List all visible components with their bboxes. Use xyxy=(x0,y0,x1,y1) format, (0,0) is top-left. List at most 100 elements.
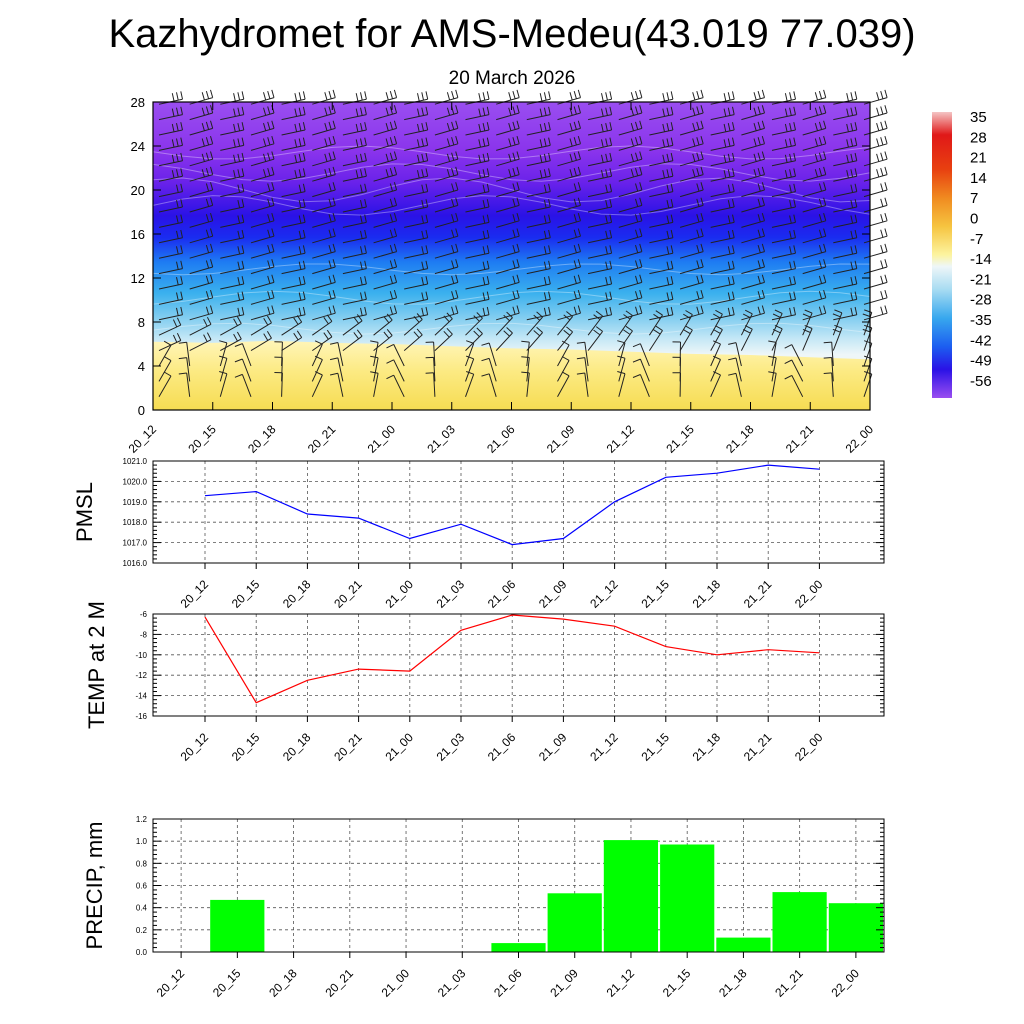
wind-barb xyxy=(220,276,245,290)
y-tick-label: 20 xyxy=(131,183,145,198)
wind-barb xyxy=(373,328,393,351)
isoline xyxy=(152,163,871,182)
wind-barb xyxy=(617,340,626,367)
x-tick-label: 21_18 xyxy=(723,422,757,456)
wind-barb xyxy=(771,106,796,121)
wind-barb xyxy=(281,260,306,275)
wind-barb xyxy=(465,106,490,121)
wind-barb xyxy=(823,341,834,367)
wind-barb xyxy=(434,305,459,321)
wind-barb xyxy=(771,137,796,151)
wind-barb xyxy=(434,89,459,105)
wind-barb xyxy=(771,260,796,275)
wind-barb xyxy=(158,356,172,382)
colorbar-label: -35 xyxy=(970,312,992,329)
wind-barb xyxy=(679,259,704,275)
x-tick-label: 20_21 xyxy=(331,577,365,611)
y-axis-label: TEMP at 2 M xyxy=(84,601,109,729)
wind-barb xyxy=(679,105,704,121)
wind-barb xyxy=(158,306,183,321)
wind-barb xyxy=(250,120,275,136)
wind-barb xyxy=(373,197,398,213)
wind-barb xyxy=(679,120,704,136)
wind-barb xyxy=(465,199,490,213)
wind-barb xyxy=(281,183,306,198)
wind-barb xyxy=(234,373,252,397)
y-tick-label: 12 xyxy=(131,271,145,286)
wind-barb xyxy=(557,89,581,105)
wind-barb xyxy=(404,214,429,228)
x-tick-label: 21_09 xyxy=(547,966,581,1000)
wind-barb xyxy=(250,197,275,213)
wind-barb xyxy=(802,166,827,182)
wind-barb xyxy=(833,137,858,151)
wind-barb xyxy=(649,306,674,321)
wind-barb xyxy=(679,305,704,321)
wind-barb xyxy=(189,259,214,275)
wind-barb xyxy=(220,229,245,244)
wind-barb xyxy=(587,214,613,228)
wind-barb xyxy=(220,183,245,198)
wind-barb xyxy=(189,197,214,213)
wind-barb xyxy=(863,105,888,121)
wind-barb xyxy=(434,166,459,182)
plot-frame xyxy=(152,460,885,564)
wind-barb xyxy=(312,259,336,275)
wind-barb xyxy=(342,260,367,275)
wind-barb xyxy=(771,306,796,321)
y-tick-label: 0.6 xyxy=(136,882,148,891)
x-tick-label: 21_06 xyxy=(485,577,519,611)
wind-barb xyxy=(158,214,183,228)
wind-barb xyxy=(710,276,735,290)
wind-barb xyxy=(741,212,765,228)
wind-barb xyxy=(496,120,520,136)
y-tick-label: 1020.0 xyxy=(123,477,148,486)
y-tick-label: -6 xyxy=(140,610,148,619)
wind-barb xyxy=(632,343,650,367)
wind-barb xyxy=(823,357,834,382)
warm-layer xyxy=(153,340,870,410)
wind-barb xyxy=(158,317,182,336)
y-tick-label: 28 xyxy=(131,95,145,110)
wind-barb xyxy=(481,357,497,382)
wind-barb xyxy=(342,306,367,321)
wind-barb xyxy=(771,229,796,244)
wind-barb xyxy=(250,182,275,198)
wind-barb xyxy=(425,372,436,397)
wind-barb xyxy=(771,183,796,198)
wind-barb xyxy=(220,245,245,259)
wind-barb xyxy=(557,120,581,136)
wind-barb xyxy=(373,228,398,244)
wind-barb xyxy=(220,316,242,336)
x-tick-label: 21_03 xyxy=(434,730,468,764)
wind-barb xyxy=(557,371,570,398)
x-tick-label: 21_03 xyxy=(424,422,458,456)
wind-barb xyxy=(741,89,765,105)
wind-barb xyxy=(189,166,214,182)
x-tick-label: 21_00 xyxy=(382,577,416,611)
wind-barb xyxy=(342,152,367,167)
colorbar-label: -7 xyxy=(970,231,983,248)
wind-barb xyxy=(496,305,520,321)
wind-barb xyxy=(649,137,674,151)
wind-barb xyxy=(728,357,742,382)
wind-barb xyxy=(802,135,827,151)
wind-barb xyxy=(434,327,453,351)
wind-barb xyxy=(158,137,183,151)
wind-barb xyxy=(220,152,245,167)
wind-barb xyxy=(576,357,589,382)
wind-barb xyxy=(771,152,796,167)
wind-barb xyxy=(802,289,827,305)
precip-panel: 0.0 0.2 0.4 0.6 0.8 1.0 1.2 20_12 20_15 20_18 20_2… xyxy=(82,815,885,1000)
wind-barb xyxy=(587,199,613,213)
wind-barb xyxy=(434,197,459,213)
wind-barb xyxy=(557,182,581,198)
x-tick-label: 21_18 xyxy=(716,966,750,1000)
wind-barb xyxy=(526,122,551,136)
colorbar-label: -21 xyxy=(970,271,992,288)
wind-barb xyxy=(234,358,252,382)
wind-barb xyxy=(404,276,429,290)
wind-barb xyxy=(833,245,858,259)
wind-barb xyxy=(833,291,858,305)
wind-barb xyxy=(618,228,643,244)
